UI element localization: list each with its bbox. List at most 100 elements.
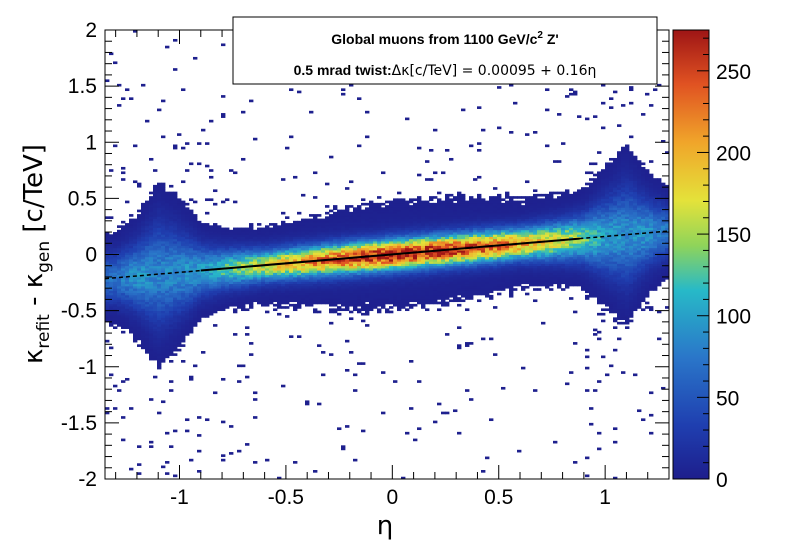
heatmap-cell (181, 250, 186, 253)
heatmap-cell (189, 375, 194, 379)
heatmap-cell (337, 270, 342, 273)
heatmap-cell (313, 171, 318, 175)
heatmap-cell (105, 310, 110, 314)
heatmap-cell (445, 279, 450, 282)
heatmap-cell (425, 263, 430, 267)
heatmap-cell (349, 254, 354, 258)
heatmap-cell (469, 223, 474, 226)
heatmap-cell (273, 283, 278, 287)
heatmap-cell (441, 232, 446, 235)
heatmap-cell (349, 294, 354, 298)
heatmap-cell (205, 198, 210, 202)
heatmap-cell (409, 234, 414, 237)
heatmap-cell (457, 193, 462, 197)
heatmap-cell (465, 285, 470, 289)
heatmap-cell (349, 299, 354, 303)
heatmap-cell (505, 202, 510, 206)
heatmap-cell (325, 218, 330, 222)
heatmap-cell (293, 299, 298, 303)
heatmap-cell (137, 281, 142, 285)
heatmap-cell (109, 308, 114, 312)
heatmap-cell (125, 281, 130, 285)
heatmap-cell (313, 232, 318, 235)
heatmap-cell (277, 476, 282, 479)
heatmap-cell (325, 211, 330, 215)
heatmap-cell (237, 303, 242, 307)
heatmap-cell (141, 267, 146, 271)
heatmap-cell (337, 254, 342, 258)
heatmap-cell (269, 250, 274, 253)
heatmap-cell (445, 232, 450, 235)
heatmap-cell (249, 238, 254, 242)
heatmap-cell (141, 270, 146, 273)
heatmap-cell (169, 191, 174, 195)
heatmap-cell (105, 236, 110, 240)
heatmap-cell (365, 290, 370, 294)
heatmap-cell (193, 229, 198, 233)
heatmap-cell (473, 254, 478, 258)
heatmap-cell (249, 227, 254, 231)
heatmap-cell (173, 353, 178, 356)
heatmap-cell (477, 142, 482, 145)
heatmap-cell (193, 234, 198, 237)
heatmap-cell (197, 303, 202, 307)
heatmap-cell (377, 227, 382, 231)
heatmap-cell (141, 243, 146, 246)
heatmap-cell (149, 321, 154, 325)
heatmap-cell (149, 238, 154, 242)
heatmap-cell (485, 207, 490, 211)
heatmap-cell (481, 254, 486, 258)
heatmap-cell (277, 241, 282, 244)
heatmap-cell (157, 348, 162, 352)
heatmap-cell (233, 254, 238, 258)
heatmap-cell (453, 258, 458, 262)
heatmap-cell (241, 267, 246, 271)
heatmap-cell (377, 220, 382, 224)
heatmap-cell (145, 202, 150, 206)
heatmap-cell (129, 238, 134, 242)
heatmap-cell (505, 276, 510, 280)
heatmap-cell (365, 312, 370, 316)
heatmap-cell (485, 288, 490, 291)
heatmap-cell (429, 263, 434, 267)
heatmap-cell (185, 317, 190, 321)
heatmap-cell (285, 267, 290, 271)
heatmap-cell (485, 456, 490, 460)
heatmap-cell (209, 288, 214, 291)
heatmap-cell (233, 270, 238, 273)
heatmap-cell (349, 180, 354, 184)
heatmap-cell (485, 285, 490, 289)
heatmap-cell (505, 270, 510, 273)
heatmap-cell (385, 290, 390, 294)
heatmap-cell (177, 283, 182, 287)
heatmap-cell (129, 274, 134, 278)
heatmap-cell (157, 283, 162, 287)
heatmap-cell (357, 205, 362, 208)
heatmap-cell (129, 292, 134, 296)
heatmap-cell (329, 243, 334, 246)
heatmap-cell (345, 236, 350, 240)
heatmap-cell (269, 285, 274, 289)
heatmap-cell (217, 254, 222, 258)
heatmap-cell (209, 232, 214, 235)
heatmap-cell (401, 279, 406, 282)
heatmap-cell (281, 272, 286, 276)
heatmap-cell (189, 315, 194, 318)
heatmap-cell (477, 247, 482, 251)
heatmap-cell (393, 270, 398, 273)
heatmap-cell (229, 272, 234, 276)
heatmap-cell (357, 263, 362, 267)
heatmap-cell (325, 236, 330, 240)
heatmap-cell (305, 279, 310, 282)
heatmap-cell (369, 265, 374, 269)
heatmap-cell (437, 308, 442, 312)
heatmap-cell (329, 238, 334, 242)
heatmap-cell (105, 79, 110, 83)
heatmap-cell (125, 200, 130, 204)
heatmap-cell (465, 220, 470, 224)
heatmap-cell (301, 263, 306, 267)
heatmap-cell (473, 229, 478, 233)
heatmap-cell (241, 306, 246, 309)
heatmap-cell (385, 243, 390, 246)
heatmap-cell (165, 353, 170, 356)
